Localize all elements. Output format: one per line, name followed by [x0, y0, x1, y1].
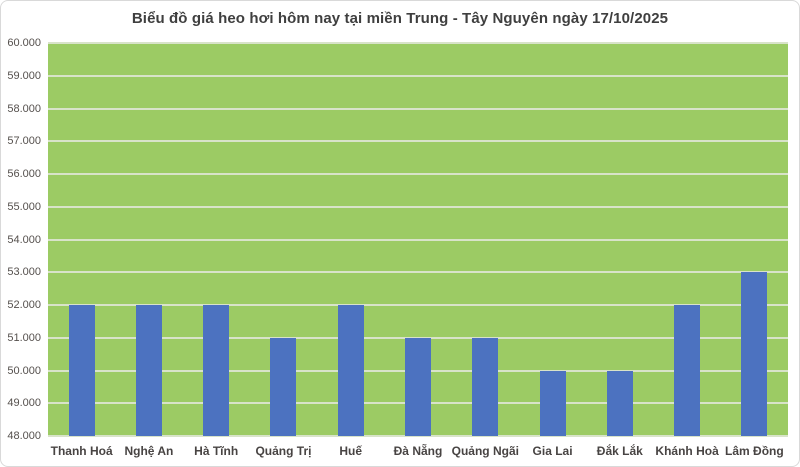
y-axis-tick-label: 57.000 — [7, 135, 41, 148]
bar-Lâm Đồng — [741, 272, 768, 436]
x-axis-category-label: Khánh Hoà — [655, 444, 719, 458]
bar-Quảng Trị — [270, 337, 297, 436]
bar-Gia Lai — [539, 370, 566, 436]
bar-Huế — [337, 305, 364, 436]
x-axis-category-label: Quảng Trị — [255, 444, 312, 458]
y-axis-tick-label: 48.000 — [7, 430, 41, 442]
gridline — [48, 205, 788, 208]
gridline — [48, 435, 788, 437]
x-axis-category-label: Huế — [339, 444, 363, 458]
gridline — [48, 238, 788, 241]
bar-Đà Nẵng — [405, 337, 431, 436]
gridline — [48, 74, 788, 77]
y-axis-tick-label: 54.000 — [7, 233, 41, 246]
x-axis-category-label: Đà Nẵng — [393, 444, 443, 458]
y-axis-tick-label: 59.000 — [7, 69, 41, 82]
y-axis-tick-label: 52.000 — [7, 299, 41, 311]
gridline — [48, 140, 788, 143]
y-axis-tick-label: 58.000 — [7, 102, 41, 115]
y-axis-tick-label: 55.000 — [7, 200, 41, 213]
x-axis-category-label: Gia Lai — [532, 444, 573, 458]
bar-Thanh Hoá — [68, 305, 95, 436]
x-axis-category-label: Quảng Ngãi — [451, 444, 519, 458]
x-axis-category-label: Hà Tĩnh — [194, 444, 239, 458]
chart-title: Biểu đồ giá heo hơi hôm nay tại miền Tru… — [131, 10, 669, 27]
gridline — [48, 173, 788, 175]
y-axis-tick-label: 60.000 — [7, 37, 41, 49]
y-axis-tick-label: 56.000 — [7, 168, 41, 180]
gridline — [48, 271, 788, 274]
bar-Quảng Ngãi — [472, 337, 499, 436]
gridline — [48, 304, 788, 306]
y-axis-tick-label: 53.000 — [7, 266, 41, 279]
bar-Hà Tĩnh — [203, 305, 230, 436]
x-axis-category-label: Đắk Lắk — [596, 444, 643, 458]
gridline — [48, 42, 788, 44]
y-axis-tick-label: 51.000 — [7, 331, 41, 344]
bar-Khánh Hoà — [674, 305, 701, 436]
x-axis-category-label: Nghệ An — [124, 444, 174, 458]
plot-area — [48, 42, 788, 437]
x-axis-category-label: Lâm Đồng — [725, 444, 784, 458]
bar-Nghệ An — [135, 305, 162, 436]
y-axis-tick-label: 49.000 — [7, 397, 41, 410]
gridline — [48, 107, 788, 110]
x-axis-category-label: Thanh Hoá — [50, 444, 113, 458]
bar-Đắk Lắk — [606, 370, 633, 436]
y-axis-tick-label: 50.000 — [7, 364, 41, 377]
